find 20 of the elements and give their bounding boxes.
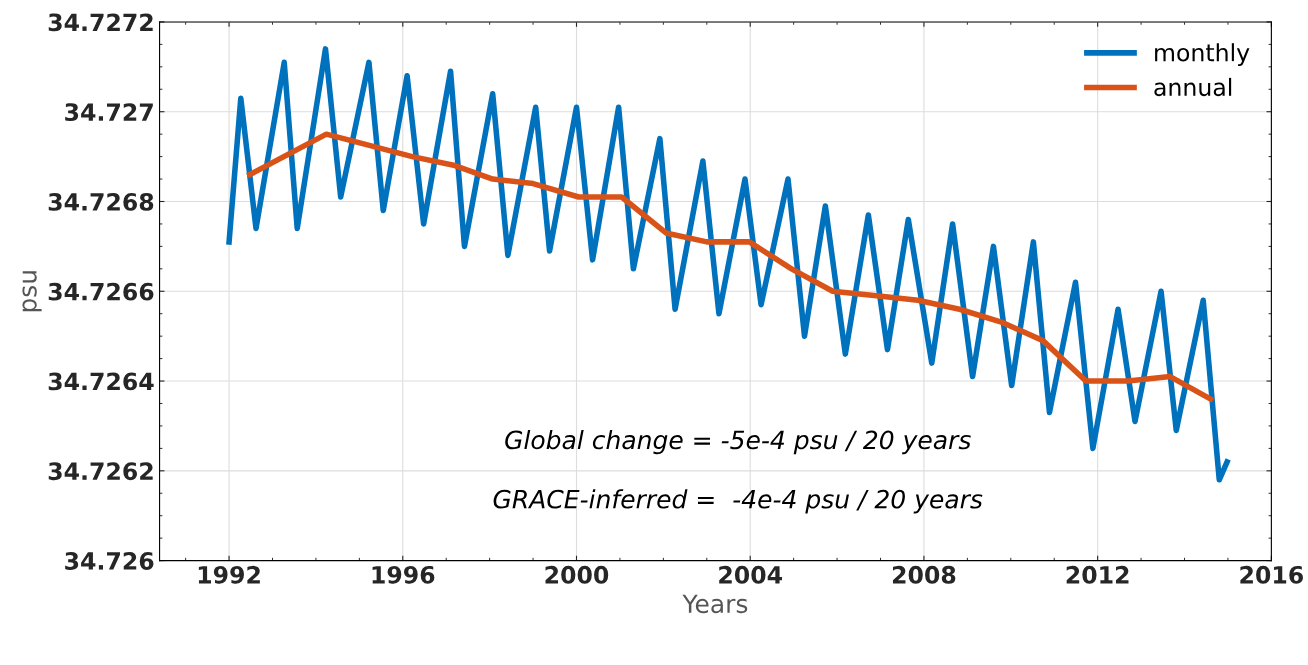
annotation: Global change = -5e-4 psu / 20 years — [505, 429, 971, 455]
x-tick-label: 2008 — [892, 565, 956, 584]
y-tick-label: 34.7264 — [48, 372, 154, 391]
x-tick-label: 1992 — [198, 565, 260, 584]
x-tick-label: 2016 — [1240, 565, 1303, 584]
y-tick-label: 34.7262 — [48, 462, 153, 481]
y-tick-label: 34.7266 — [48, 282, 154, 301]
x-tick-label: 2012 — [1066, 565, 1129, 584]
legend-label: annual — [1154, 77, 1232, 97]
annotation: GRACE-inferred = -4e-4 psu / 20 years — [493, 489, 983, 514]
legend-label: monthly — [1155, 43, 1250, 67]
y-tick-label: 34.7272 — [48, 13, 153, 32]
x-tick-label: 1996 — [372, 565, 435, 584]
y-axis-title: psu — [22, 271, 42, 312]
y-tick-label: 34.726 — [65, 552, 154, 570]
x-tick-label: 2004 — [719, 565, 782, 584]
x-axis-title: Years — [682, 594, 748, 614]
x-tick-label: 2000 — [545, 565, 609, 584]
y-tick-label: 34.7268 — [48, 192, 154, 211]
y-tick-label: 34.727 — [65, 103, 153, 122]
